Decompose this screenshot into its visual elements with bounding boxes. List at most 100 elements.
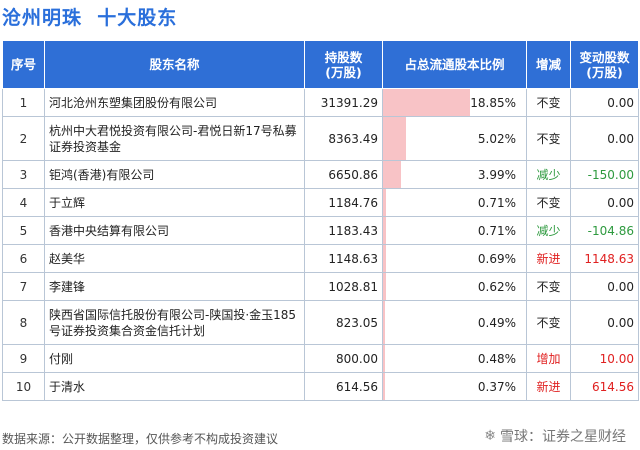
- row-ratio-cell: 0.37%: [382, 372, 527, 401]
- ratio-bar: [383, 161, 402, 188]
- row-shares: 31391.29: [304, 88, 383, 117]
- row-shares: 614.56: [304, 372, 383, 401]
- col-header-rank: 序号: [2, 40, 45, 89]
- row-ratio-cell: 0.48%: [382, 344, 527, 373]
- top-ten-holders-table: 序号 股东名称 持股数 (万股) 占总流通股本比例 增减 变动股数 (万股) 1…: [2, 40, 639, 401]
- row-change: 减少: [526, 160, 571, 189]
- row-ratio: 0.71%: [477, 223, 516, 238]
- col-header-delta: 变动股数 (万股): [570, 40, 639, 89]
- col-header-ratio: 占总流通股本比例: [382, 40, 527, 89]
- row-ratio: 0.49%: [477, 315, 516, 330]
- row-rank: 6: [2, 244, 45, 273]
- row-ratio: 3.99%: [477, 167, 516, 182]
- row-rank: 4: [2, 188, 45, 217]
- ratio-bar: [383, 117, 407, 160]
- table-row: 1 河北沧州东塑集团股份有限公司 31391.29 18.85% 不变 0.00: [2, 88, 639, 117]
- row-rank: 1: [2, 88, 45, 117]
- row-ratio-cell: 3.99%: [382, 160, 527, 189]
- row-shares: 1148.63: [304, 244, 383, 273]
- col-header-name: 股东名称: [44, 40, 305, 89]
- row-ratio-cell: 0.62%: [382, 272, 527, 301]
- row-delta: 0.00: [570, 272, 639, 301]
- row-ratio: 0.48%: [477, 351, 516, 366]
- row-delta: 614.56: [570, 372, 639, 401]
- row-rank: 2: [2, 116, 45, 161]
- row-delta: 0.00: [570, 88, 639, 117]
- row-holder-name: 赵美华: [44, 244, 305, 273]
- table-row: 7 李建锋 1028.81 0.62% 不变 0.00: [2, 272, 639, 301]
- row-delta: 0.00: [570, 116, 639, 161]
- ratio-bar: [383, 217, 387, 244]
- row-delta: 1148.63: [570, 244, 639, 273]
- row-delta: -104.86: [570, 216, 639, 245]
- table-row: 6 赵美华 1148.63 0.69% 新进 1148.63: [2, 244, 639, 273]
- ratio-bar: [383, 89, 471, 116]
- row-shares: 8363.49: [304, 116, 383, 161]
- row-change: 新进: [526, 372, 571, 401]
- row-holder-name: 李建锋: [44, 272, 305, 301]
- table-row: 5 香港中央结算有限公司 1183.43 0.71% 减少 -104.86: [2, 216, 639, 245]
- row-holder-name: 陕西省国际信托股份有限公司-陕国投·金玉185号证券投资集合资金信托计划: [44, 300, 305, 345]
- col-header-shares: 持股数 (万股): [304, 40, 383, 89]
- row-holder-name: 于立辉: [44, 188, 305, 217]
- row-change: 不变: [526, 300, 571, 345]
- row-delta: 10.00: [570, 344, 639, 373]
- row-ratio-cell: 0.69%: [382, 244, 527, 273]
- brand-logo: ❄ 雪球：证券之星财经: [484, 426, 626, 446]
- row-holder-name: 于清水: [44, 372, 305, 401]
- row-change: 不变: [526, 188, 571, 217]
- row-ratio: 18.85%: [470, 95, 516, 110]
- row-change: 不变: [526, 116, 571, 161]
- row-change: 不变: [526, 272, 571, 301]
- snowball-icon: ❄: [484, 428, 496, 444]
- row-ratio: 0.69%: [477, 251, 516, 266]
- row-change: 增加: [526, 344, 571, 373]
- row-rank: 5: [2, 216, 45, 245]
- row-holder-name: 付刚: [44, 344, 305, 373]
- row-ratio-cell: 18.85%: [382, 88, 527, 117]
- row-rank: 9: [2, 344, 45, 373]
- row-shares: 823.05: [304, 300, 383, 345]
- row-change: 新进: [526, 244, 571, 273]
- row-shares: 6650.86: [304, 160, 383, 189]
- page-title: 沧州明珠 十大股东: [2, 7, 178, 29]
- row-delta: 0.00: [570, 300, 639, 345]
- row-delta: 0.00: [570, 188, 639, 217]
- row-delta: -150.00: [570, 160, 639, 189]
- table-row: 9 付刚 800.00 0.48% 增加 10.00: [2, 344, 639, 373]
- row-holder-name: 钜鸿(香港)有限公司: [44, 160, 305, 189]
- row-holder-name: 河北沧州东塑集团股份有限公司: [44, 88, 305, 117]
- row-shares: 1183.43: [304, 216, 383, 245]
- row-ratio: 0.71%: [477, 195, 516, 210]
- table-row: 3 钜鸿(香港)有限公司 6650.86 3.99% 减少 -150.00: [2, 160, 639, 189]
- row-change: 不变: [526, 88, 571, 117]
- ratio-bar: [383, 189, 387, 216]
- row-rank: 8: [2, 300, 45, 345]
- title-bar: 沧州明珠 十大股东: [0, 0, 640, 36]
- row-shares: 800.00: [304, 344, 383, 373]
- col-header-change: 增减: [526, 40, 571, 89]
- row-ratio: 0.62%: [477, 279, 516, 294]
- row-holder-name: 香港中央结算有限公司: [44, 216, 305, 245]
- row-shares: 1028.81: [304, 272, 383, 301]
- row-change: 减少: [526, 216, 571, 245]
- row-ratio: 5.02%: [477, 131, 516, 146]
- row-rank: 3: [2, 160, 45, 189]
- table-row: 8 陕西省国际信托股份有限公司-陕国投·金玉185号证券投资集合资金信托计划 823…: [2, 300, 639, 345]
- row-ratio: 0.37%: [477, 379, 516, 394]
- ratio-bar: [383, 301, 386, 344]
- row-ratio-cell: 0.71%: [382, 216, 527, 245]
- row-rank: 10: [2, 372, 45, 401]
- table-row: 4 于立辉 1184.76 0.71% 不变 0.00: [2, 188, 639, 217]
- row-ratio-cell: 0.49%: [382, 300, 527, 345]
- row-rank: 7: [2, 272, 45, 301]
- row-shares: 1184.76: [304, 188, 383, 217]
- ratio-bar: [383, 245, 387, 272]
- table-row: 10 于清水 614.56 0.37% 新进 614.56: [2, 372, 639, 401]
- row-ratio-cell: 0.71%: [382, 188, 527, 217]
- ratio-bar: [383, 373, 385, 400]
- data-source-note: 数据来源：公开数据整理，仅供参考不构成投资建议: [2, 432, 279, 446]
- table-header-row: 序号 股东名称 持股数 (万股) 占总流通股本比例 增减 变动股数 (万股): [2, 40, 639, 89]
- row-ratio-cell: 5.02%: [382, 116, 527, 161]
- ratio-bar: [383, 273, 386, 300]
